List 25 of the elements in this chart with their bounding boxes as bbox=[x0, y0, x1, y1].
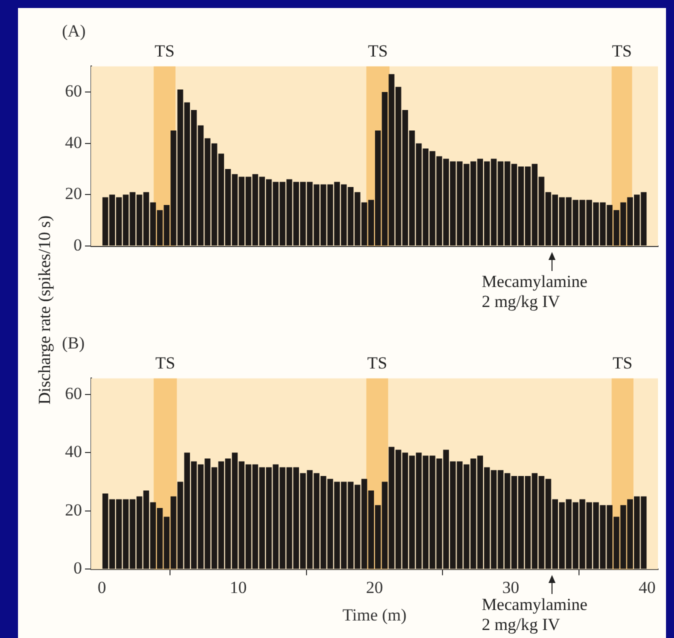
y-tick-label: 40 bbox=[65, 442, 82, 462]
x-tick-label: 20 bbox=[366, 578, 383, 597]
x-axis-title: Time (m) bbox=[342, 605, 407, 624]
y-tick-label: 60 bbox=[65, 384, 82, 403]
y-tick-label: 0 bbox=[74, 558, 82, 578]
y-tick-label: 0 bbox=[74, 235, 82, 254]
y-tick-label: 40 bbox=[65, 132, 82, 152]
band-label: TS bbox=[612, 353, 632, 372]
band-label: TS bbox=[154, 41, 175, 60]
chart-title: (A) bbox=[62, 22, 86, 41]
x-tick-label: 0 bbox=[98, 578, 106, 597]
y-tick-label: 60 bbox=[65, 82, 82, 101]
annotation: Mecamylamine 2 mg/kg IV bbox=[482, 595, 588, 634]
band-label: TS bbox=[612, 41, 632, 60]
x-tick-label: 10 bbox=[230, 578, 247, 597]
x-tick-label: 40 bbox=[638, 578, 656, 597]
band-label: TS bbox=[368, 41, 388, 60]
y-axis-title: Discharge rate (spikes/10 s) bbox=[35, 214, 55, 406]
band-label: TS bbox=[367, 353, 388, 372]
annotation: Mecamylamine 2 mg/kg IV bbox=[482, 272, 588, 311]
band-label: TS bbox=[155, 353, 176, 372]
y-tick-label: 20 bbox=[65, 500, 82, 520]
y-tick-label: 20 bbox=[65, 184, 82, 204]
x-tick-label: 30 bbox=[502, 578, 520, 597]
chart-title: (B) bbox=[62, 334, 85, 353]
